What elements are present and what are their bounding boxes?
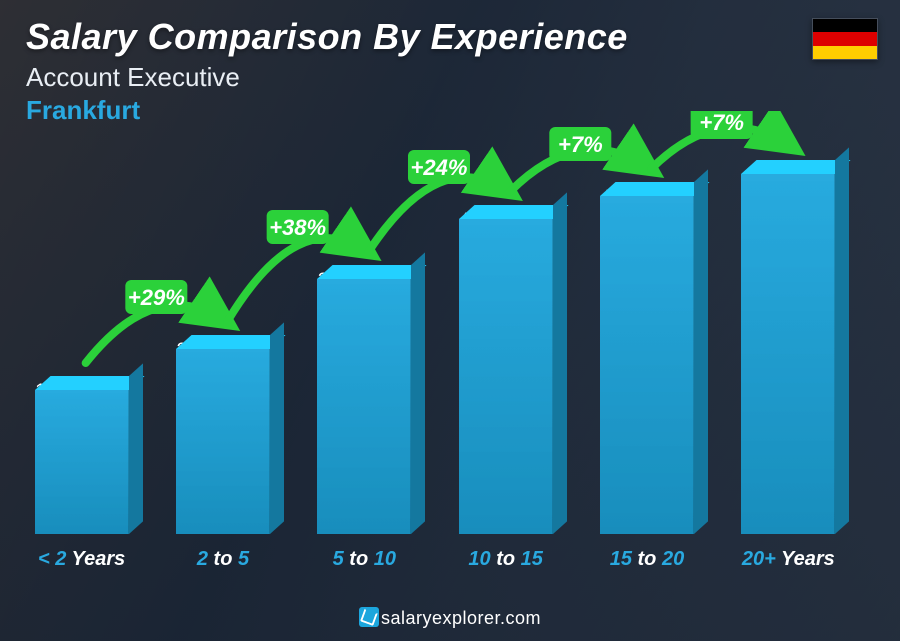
increase-label: +38% [269, 215, 326, 240]
page-title: Salary Comparison By Experience [26, 16, 628, 58]
category-label: < 2 Years [38, 548, 125, 571]
footer: salaryexplorer.com [0, 607, 900, 629]
increase-label: +24% [411, 155, 468, 180]
chart-column: 4,990 EUR20+ Years [727, 174, 850, 571]
country-flag-germany [812, 18, 878, 60]
increase-arc: +29% [20, 111, 850, 571]
flag-stripe [813, 32, 877, 45]
increase-arc: +38% [20, 111, 850, 571]
category-label: 5 to 10 [333, 548, 396, 571]
chart-column: 3,530 EUR5 to 10 [303, 279, 426, 571]
footer-site: salaryexplorer.com [381, 608, 541, 628]
chart-column: 1,990 EUR< 2 Years [20, 390, 143, 571]
bar [35, 390, 129, 534]
increase-arc: +7% [20, 111, 850, 571]
increase-label: +7% [558, 132, 603, 157]
category-label: 10 to 15 [468, 548, 543, 571]
bar [459, 219, 553, 534]
infographic-page: Salary Comparison By Experience Account … [0, 0, 900, 641]
chart-column: 2,560 EUR2 to 5 [161, 349, 284, 571]
increase-label: +7% [699, 111, 744, 135]
increase-arc: +7% [20, 111, 850, 571]
bar [317, 279, 411, 534]
bar [176, 349, 270, 534]
category-label: 15 to 20 [610, 548, 685, 571]
title-block: Salary Comparison By Experience Account … [26, 16, 628, 126]
salary-bar-chart: 1,990 EUR< 2 Years2,560 EUR2 to 53,530 E… [20, 111, 850, 571]
bar [600, 196, 694, 534]
category-label: 20+ Years [742, 548, 835, 571]
chart-column: 4,370 EUR10 to 15 [444, 219, 567, 571]
flag-stripe [813, 46, 877, 59]
increase-arc: +24% [20, 111, 850, 571]
page-subtitle: Account Executive [26, 62, 628, 93]
increase-label: +29% [128, 285, 185, 310]
footer-logo-icon [359, 607, 379, 627]
chart-column: 4,680 EUR15 to 20 [585, 196, 708, 571]
category-label: 2 to 5 [197, 548, 249, 571]
flag-stripe [813, 19, 877, 32]
bar [741, 174, 835, 534]
